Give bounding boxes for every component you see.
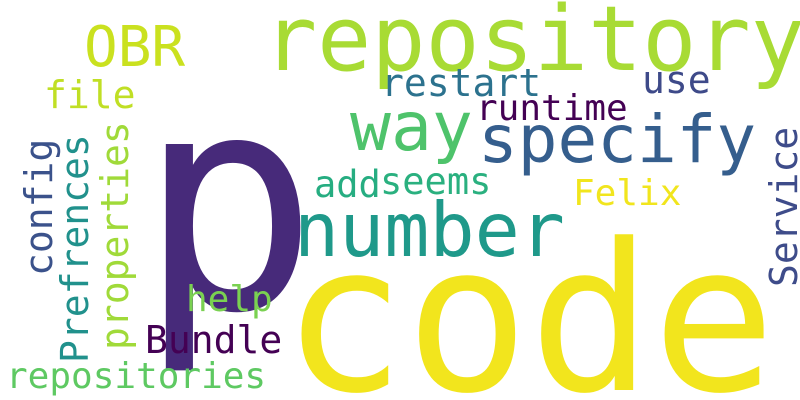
word-config: config <box>17 139 61 276</box>
word-way: way <box>350 88 473 167</box>
word-file: file <box>44 73 136 117</box>
word-p: p <box>138 30 319 379</box>
word-felix: Felix <box>573 173 681 214</box>
word-restart: restart <box>381 61 541 105</box>
word-code: code <box>282 201 776 400</box>
word-repository: repository <box>263 0 800 92</box>
word-obr: OBR <box>84 15 185 80</box>
word-specify: specify <box>478 101 756 178</box>
word-service: Service <box>762 127 800 287</box>
word-runtime: runtime <box>476 88 628 129</box>
word-seems: seems <box>380 160 491 203</box>
word-use: use <box>642 58 711 102</box>
word-help: help <box>186 279 273 320</box>
word-add: add <box>314 163 381 206</box>
word-bundle: Bundle <box>145 318 282 362</box>
word-prefrences: Prefrences <box>53 134 97 363</box>
word-repositories: repositories <box>6 356 266 397</box>
word-properties: properties <box>93 121 137 350</box>
word-number: number <box>294 186 565 274</box>
